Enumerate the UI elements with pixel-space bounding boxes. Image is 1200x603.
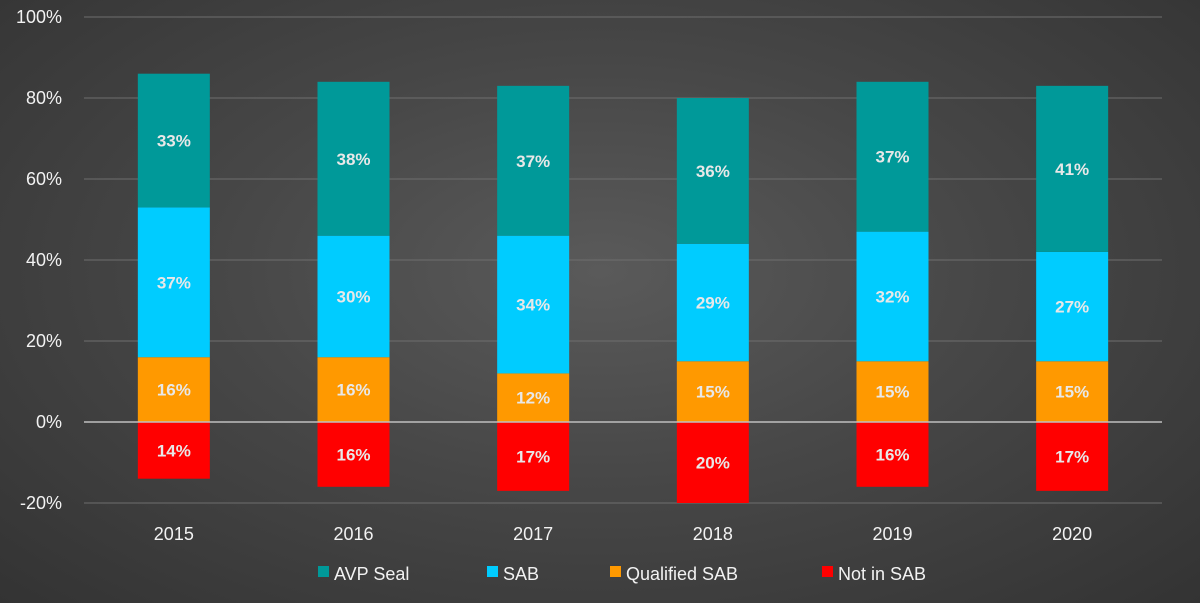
bar-avp-seal-2019 [856,81,929,232]
legend-swatch-avp-seal [318,566,329,577]
data-label-avp-seal-2020: 41% [1055,160,1089,179]
bar-avp-seal-2018 [676,98,749,244]
bar-avp-seal-2017 [497,85,570,236]
bar-not-in-sab-2018 [676,422,749,503]
data-label-qualified-sab-2020: 15% [1055,383,1089,402]
legend-swatch-sab [487,566,498,577]
bar-qualified-sab-2017 [497,373,570,422]
y-tick-label: 0% [36,412,62,432]
bar-sab-2016 [317,235,390,358]
bar-qualified-sab-2018 [676,361,749,422]
bar-not-in-sab-2020 [1036,422,1109,491]
data-label-not-in-sab-2019: 16% [875,445,909,464]
data-label-avp-seal-2015: 33% [157,132,191,151]
bar-avp-seal-2015 [137,73,210,208]
legend: AVP Seal SAB Qualified SAB Not in SAB [318,564,926,584]
bar-qualified-sab-2019 [856,361,929,422]
data-label-not-in-sab-2018: 20% [696,454,730,473]
legend-label-sab: SAB [503,564,539,584]
legend-label-qualified-sab: Qualified SAB [626,564,738,584]
bar-sab-2017 [497,235,570,374]
data-label-sab-2017: 34% [516,296,550,315]
bar-not-in-sab-2016 [317,422,390,487]
x-tick-label: 2015 [154,524,194,544]
legend-label-avp-seal: AVP Seal [334,564,409,584]
x-tick-label: 2018 [693,524,733,544]
y-tick-label: 20% [26,331,62,351]
bar-segments [137,73,1109,503]
x-tick-label: 2016 [333,524,373,544]
data-label-qualified-sab-2017: 12% [516,389,550,408]
bar-sab-2018 [676,243,749,362]
gridlines [84,16,1162,504]
data-label-not-in-sab-2017: 17% [516,447,550,466]
data-label-avp-seal-2019: 37% [875,148,909,167]
data-label-sab-2020: 27% [1055,298,1089,317]
data-label-not-in-sab-2016: 16% [336,445,370,464]
bar-not-in-sab-2017 [497,422,570,491]
x-tick-label: 2020 [1052,524,1092,544]
data-label-not-in-sab-2015: 14% [157,441,191,460]
y-tick-label: -20% [20,493,62,513]
y-tick-label: 100% [16,7,62,27]
x-tick-label: 2017 [513,524,553,544]
bar-not-in-sab-2019 [856,422,929,487]
bar-avp-seal-2016 [317,81,390,236]
data-label-avp-seal-2018: 36% [696,162,730,181]
x-axis-tick-labels: 2015 2016 2017 2018 2019 2020 [154,524,1092,544]
data-label-sab-2016: 30% [336,287,370,306]
y-axis-tick-labels: -20% 0% 20% 40% 60% 80% 100% [16,7,62,513]
data-label-avp-seal-2017: 37% [516,152,550,171]
bar-qualified-sab-2016 [317,357,390,422]
data-label-avp-seal-2016: 38% [336,150,370,169]
y-tick-label: 60% [26,169,62,189]
y-tick-label: 80% [26,88,62,108]
legend-swatch-qualified-sab [610,566,621,577]
legend-swatch-not-in-sab [822,566,833,577]
data-label-qualified-sab-2018: 15% [696,383,730,402]
data-label-not-in-sab-2020: 17% [1055,447,1089,466]
data-label-sab-2015: 37% [157,273,191,292]
legend-label-not-in-sab: Not in SAB [838,564,926,584]
data-labels: 14% 16% 37% 33% 16% 16% 30% 38% 17% 12% 34% 37% 20% 1… [157,132,1089,473]
x-tick-label: 2019 [872,524,912,544]
bar-qualified-sab-2015 [137,357,210,422]
bar-sab-2015 [137,207,210,358]
data-label-sab-2019: 32% [875,287,909,306]
data-label-qualified-sab-2015: 16% [157,381,191,400]
data-label-qualified-sab-2016: 16% [336,381,370,400]
data-label-qualified-sab-2019: 15% [875,383,909,402]
bar-avp-seal-2020 [1036,85,1109,252]
bar-qualified-sab-2020 [1036,361,1109,422]
bar-not-in-sab-2015 [137,422,210,479]
bar-sab-2019 [856,231,929,362]
data-label-sab-2018: 29% [696,294,730,313]
y-tick-label: 40% [26,250,62,270]
bar-sab-2020 [1036,251,1109,362]
